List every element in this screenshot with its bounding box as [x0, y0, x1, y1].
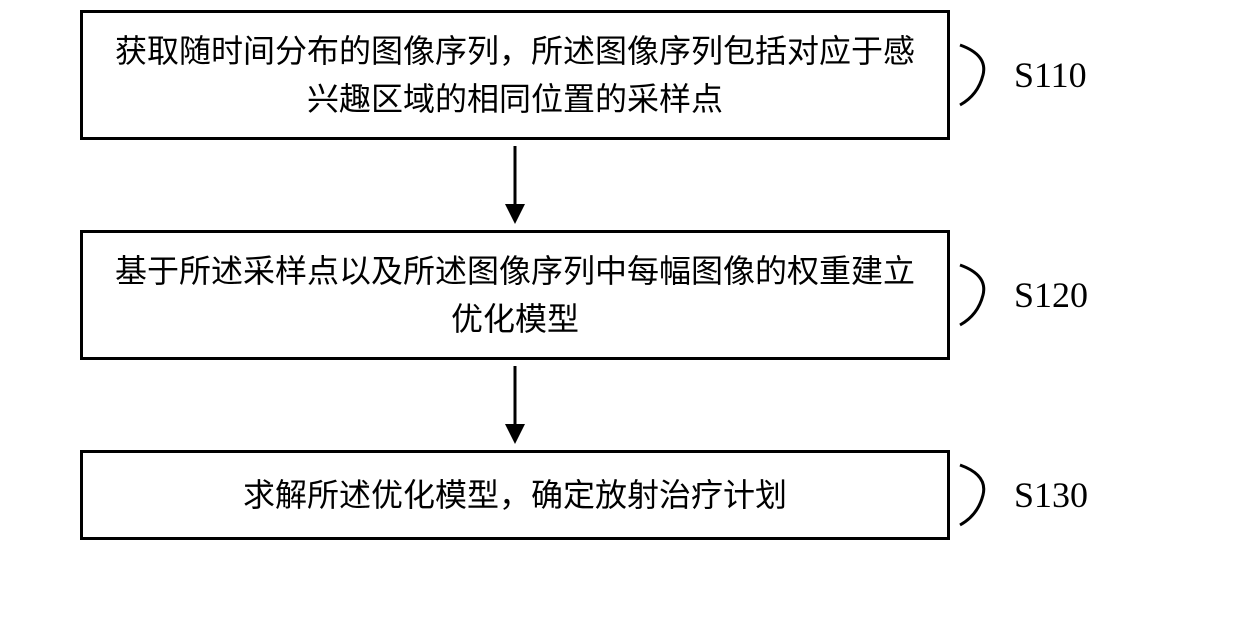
step-label: S120	[1014, 274, 1088, 316]
connector: S120	[958, 260, 1088, 330]
arrow-icon	[500, 366, 530, 444]
arrow-icon	[500, 146, 530, 224]
arrow-down	[80, 366, 950, 444]
curve-icon	[958, 40, 1008, 110]
connector: S110	[958, 40, 1087, 110]
step-box-s110: 获取随时间分布的图像序列，所述图像序列包括对应于感兴趣区域的相同位置的采样点	[80, 10, 950, 140]
step-text: 求解所述优化模型，确定放射治疗计划	[243, 471, 787, 519]
step-text: 基于所述采样点以及所述图像序列中每幅图像的权重建立优化模型	[103, 247, 927, 343]
step-box-s120: 基于所述采样点以及所述图像序列中每幅图像的权重建立优化模型	[80, 230, 950, 360]
curve-icon	[958, 460, 1008, 530]
step-label: S110	[1014, 54, 1087, 96]
step-text: 获取随时间分布的图像序列，所述图像序列包括对应于感兴趣区域的相同位置的采样点	[103, 27, 927, 123]
curve-icon	[958, 260, 1008, 330]
step-box-s130: 求解所述优化模型，确定放射治疗计划	[80, 450, 950, 540]
step-label: S130	[1014, 474, 1088, 516]
flowchart-container: 获取随时间分布的图像序列，所述图像序列包括对应于感兴趣区域的相同位置的采样点 S…	[80, 10, 1160, 540]
step-row: 求解所述优化模型，确定放射治疗计划 S130	[80, 450, 1160, 540]
connector: S130	[958, 460, 1088, 530]
step-row: 获取随时间分布的图像序列，所述图像序列包括对应于感兴趣区域的相同位置的采样点 S…	[80, 10, 1160, 140]
step-row: 基于所述采样点以及所述图像序列中每幅图像的权重建立优化模型 S120	[80, 230, 1160, 360]
arrow-down	[80, 146, 950, 224]
